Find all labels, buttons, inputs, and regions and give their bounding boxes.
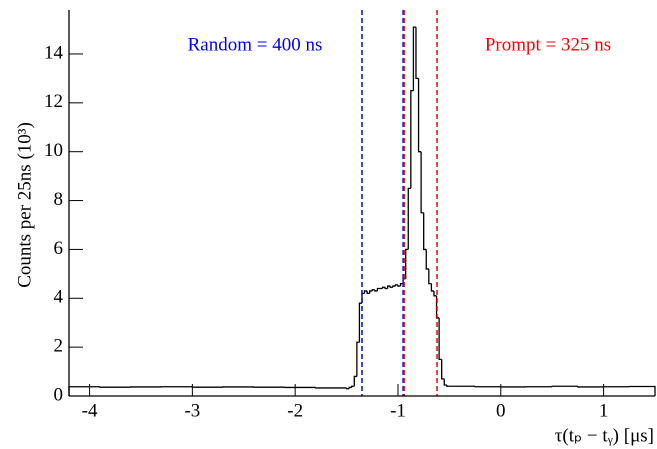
histogram-bin [353,375,357,387]
histogram-bin [420,151,424,214]
histogram-bin [407,187,411,250]
histogram-bin [356,341,360,377]
x-axis-label: τ(tₚ − tᵧ) [μs] [555,425,654,446]
histogram-bin [394,284,398,287]
histogram-bin [68,386,100,396]
histogram-bin [374,289,378,292]
x-tick-label: 0 [496,400,506,421]
histogram-bin [423,212,427,251]
histogram-bin [441,359,445,380]
histogram-bin [628,385,656,396]
y-tick-label: 10 [44,140,63,161]
histogram-bin [577,386,604,388]
histogram-bin [381,286,386,289]
histogram-bin [345,387,350,390]
histogram-bin [397,284,401,287]
histogram-bin [351,385,355,388]
x-tick-label: -2 [287,400,303,421]
histogram-bin [387,285,391,289]
histogram-bin [384,287,388,290]
histogram-bin [443,378,447,386]
histogram-bin [438,317,442,361]
histogram-bin [412,26,416,91]
histogram-bin [399,282,404,287]
histogram-bin [425,249,429,270]
histogram-bin [363,290,368,294]
x-tick-label: -4 [82,400,98,421]
histogram-bin [405,248,409,279]
y-tick-label: 0 [54,384,64,405]
annotation: Random = 400 ns [188,34,323,55]
histogram-bin [417,78,422,153]
y-tick-label: 2 [54,335,64,356]
histogram-bin [369,290,373,294]
y-tick-label: 6 [54,238,64,259]
histogram-bin [415,27,419,80]
x-tick-label: -1 [390,400,406,421]
y-axis-label: Counts per 25ns (10³) [14,122,35,288]
histogram-bin [366,290,370,295]
y-tick-label: 4 [54,287,64,308]
y-tick-label: 12 [44,91,63,112]
histogram-bin [410,89,414,189]
histogram-bin [446,385,450,387]
histogram-bin [389,286,393,288]
x-tick-label: -3 [184,400,200,421]
annotation: Prompt = 325 ns [485,34,611,55]
histogram-bin [428,268,432,285]
histogram-bin [392,285,396,288]
histogram-bin [358,302,362,343]
x-tick-label: 1 [599,400,609,421]
y-tick-label: 8 [54,189,64,210]
y-tick-label: 14 [44,42,64,63]
histogram-bin [371,289,375,291]
histogram-bin [430,283,434,292]
histogram-bin [376,287,380,291]
histogram-bin [348,386,352,389]
histogram-bin [433,290,437,297]
